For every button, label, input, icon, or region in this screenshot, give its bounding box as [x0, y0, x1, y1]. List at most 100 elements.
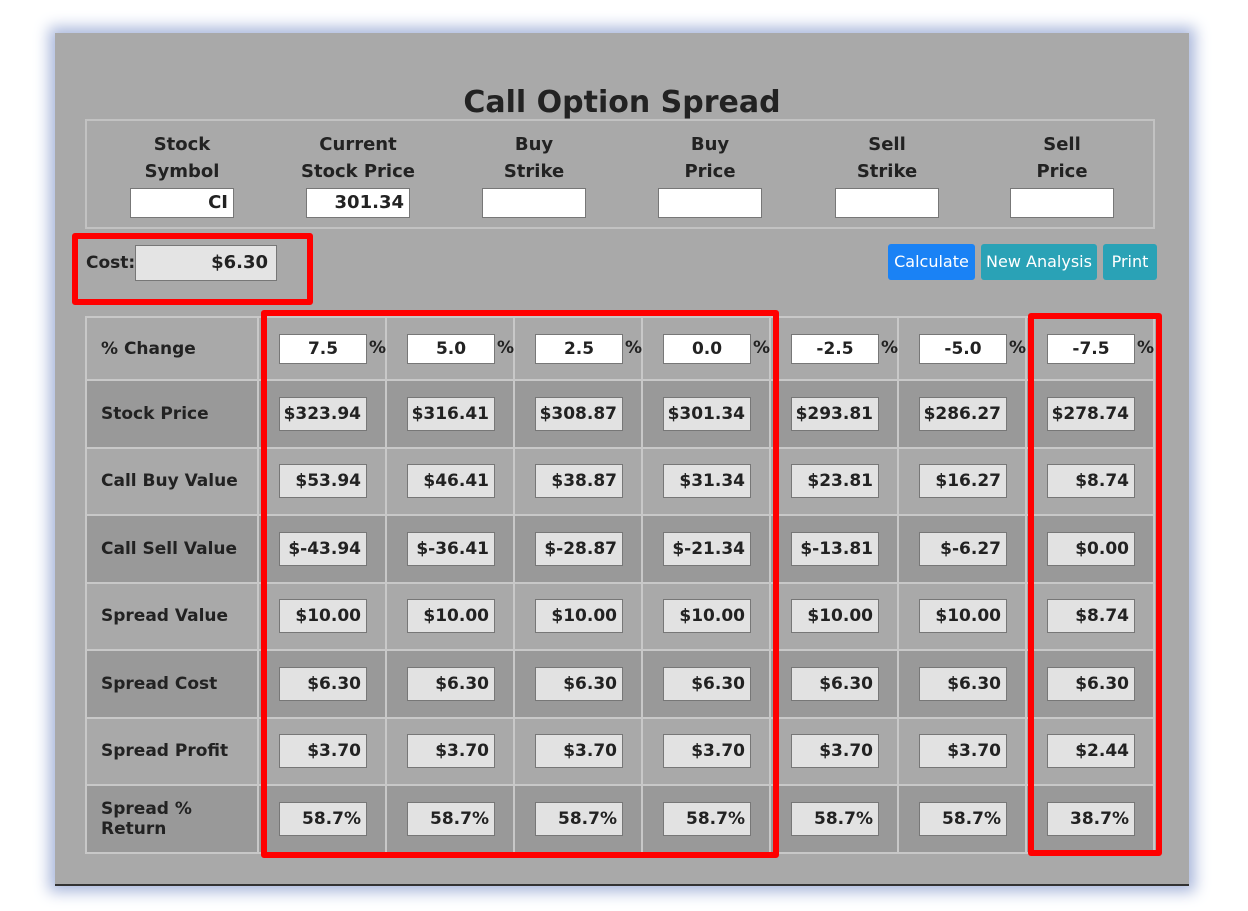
table-cell: $38.87	[513, 446, 643, 516]
table-cell: $323.94	[257, 379, 387, 449]
buy-price-label-2: Price	[684, 161, 736, 182]
table-cell: $16.27	[897, 446, 1027, 516]
pct-change-cell: -5.0%	[897, 316, 1027, 381]
value-box: $308.87	[535, 396, 623, 431]
value-box: $2.44	[1047, 734, 1135, 769]
value-box: $3.70	[919, 734, 1007, 769]
value-box: 58.7%	[919, 801, 1007, 836]
value-box: $10.00	[535, 599, 623, 634]
row-label: Spread % Return	[85, 784, 259, 854]
table-cell: $2.44	[1025, 716, 1155, 786]
table-cell: $10.00	[257, 581, 387, 651]
pct-change-input[interactable]: -2.5	[791, 333, 879, 364]
table-cell: 58.7%	[385, 784, 515, 854]
print-button[interactable]: Print	[1103, 244, 1157, 280]
pct-change-wrap: 0.0%	[643, 333, 770, 364]
table-cell: $-13.81	[769, 514, 899, 584]
pct-change-input[interactable]: 5.0	[407, 333, 495, 364]
sell-strike-label-1: Sell	[868, 134, 906, 155]
buy-strike-label-2: Strike	[503, 161, 565, 182]
sell-strike-input[interactable]	[835, 188, 939, 218]
new-analysis-button[interactable]: New Analysis	[981, 244, 1097, 280]
table-cell: $6.30	[385, 649, 515, 719]
buy-strike-label-1: Buy	[514, 134, 554, 155]
value-box: $278.74	[1047, 396, 1135, 431]
value-box: $3.70	[791, 734, 879, 769]
value-box: $8.74	[1047, 464, 1135, 499]
value-box: $-13.81	[791, 531, 879, 566]
value-box: 58.7%	[535, 801, 623, 836]
sell-price-input[interactable]	[1010, 188, 1114, 218]
stock-symbol-input[interactable]: CI	[130, 188, 234, 218]
value-box: $31.34	[663, 464, 751, 499]
cost-value: $6.30	[135, 245, 277, 281]
table-cell: $-43.94	[257, 514, 387, 584]
table-cell: 58.7%	[257, 784, 387, 854]
pct-change-input[interactable]: -5.0	[919, 333, 1007, 364]
value-box: $10.00	[279, 599, 367, 634]
value-box: $6.30	[663, 666, 751, 701]
table-cell: $10.00	[897, 581, 1027, 651]
buy-price-label-1: Buy	[690, 134, 730, 155]
calculate-button[interactable]: Calculate	[888, 244, 975, 280]
value-box: $-21.34	[663, 531, 751, 566]
value-box: $293.81	[791, 396, 879, 431]
row-label: Spread Value	[85, 581, 259, 651]
value-box: $8.74	[1047, 599, 1135, 634]
table-cell: $10.00	[769, 581, 899, 651]
table-cell: 58.7%	[769, 784, 899, 854]
stock-symbol-label-1: Stock	[153, 134, 211, 155]
table-cell: $31.34	[641, 446, 771, 516]
sell-price-label-1: Sell	[1043, 134, 1081, 155]
value-box: $10.00	[407, 599, 495, 634]
sell-strike-label-2: Strike	[856, 161, 918, 182]
table-cell: $6.30	[1025, 649, 1155, 719]
current-price-field-group: Current Stock Price 301.34	[283, 131, 433, 218]
table-cell: $-36.41	[385, 514, 515, 584]
buy-strike-input[interactable]	[482, 188, 586, 218]
table-cell: $6.30	[769, 649, 899, 719]
pct-change-input[interactable]: -7.5	[1047, 333, 1135, 364]
table-cell: $6.30	[257, 649, 387, 719]
value-box: $316.41	[407, 396, 495, 431]
highlight-box-cost	[72, 233, 313, 305]
highlight-box-negative	[1028, 313, 1162, 856]
row-label: Spread Profit	[85, 716, 259, 786]
table-cell: $278.74	[1025, 379, 1155, 449]
value-box: $53.94	[279, 464, 367, 499]
current-price-label-2: Stock Price	[301, 161, 415, 182]
percent-sign: %	[1009, 337, 1027, 358]
value-box: $6.30	[279, 666, 367, 701]
buy-price-input[interactable]	[658, 188, 762, 218]
value-box: $10.00	[791, 599, 879, 634]
value-box: $286.27	[919, 396, 1007, 431]
table-cell: $-6.27	[897, 514, 1027, 584]
value-box: $-28.87	[535, 531, 623, 566]
pct-change-wrap: 7.5%	[259, 333, 387, 364]
table-cell: $8.74	[1025, 581, 1155, 651]
pct-change-input[interactable]: 7.5	[279, 333, 367, 364]
pct-change-input[interactable]: 2.5	[535, 333, 623, 364]
table-cell: 38.7%	[1025, 784, 1155, 854]
current-price-label-1: Current	[319, 134, 397, 155]
pct-change-cell: 7.5%	[257, 316, 387, 381]
pct-change-wrap: 5.0%	[387, 333, 514, 364]
percent-sign: %	[881, 337, 899, 358]
pct-change-wrap: -5.0%	[899, 333, 1027, 364]
pct-change-wrap: -7.5%	[1027, 333, 1154, 364]
pct-change-input[interactable]: 0.0	[663, 333, 751, 364]
pct-change-wrap: 2.5%	[515, 333, 642, 364]
percent-sign: %	[369, 337, 387, 358]
value-box: 58.7%	[791, 801, 879, 836]
table-cell: $3.70	[385, 716, 515, 786]
table-cell: $53.94	[257, 446, 387, 516]
table-cell: $10.00	[385, 581, 515, 651]
table-cell: $-21.34	[641, 514, 771, 584]
value-box: $-43.94	[279, 531, 367, 566]
current-price-input[interactable]: 301.34	[306, 188, 410, 218]
value-box: $38.87	[535, 464, 623, 499]
pct-change-cell: 5.0%	[385, 316, 515, 381]
value-box: $16.27	[919, 464, 1007, 499]
value-box: 58.7%	[279, 801, 367, 836]
table-cell: $8.74	[1025, 446, 1155, 516]
